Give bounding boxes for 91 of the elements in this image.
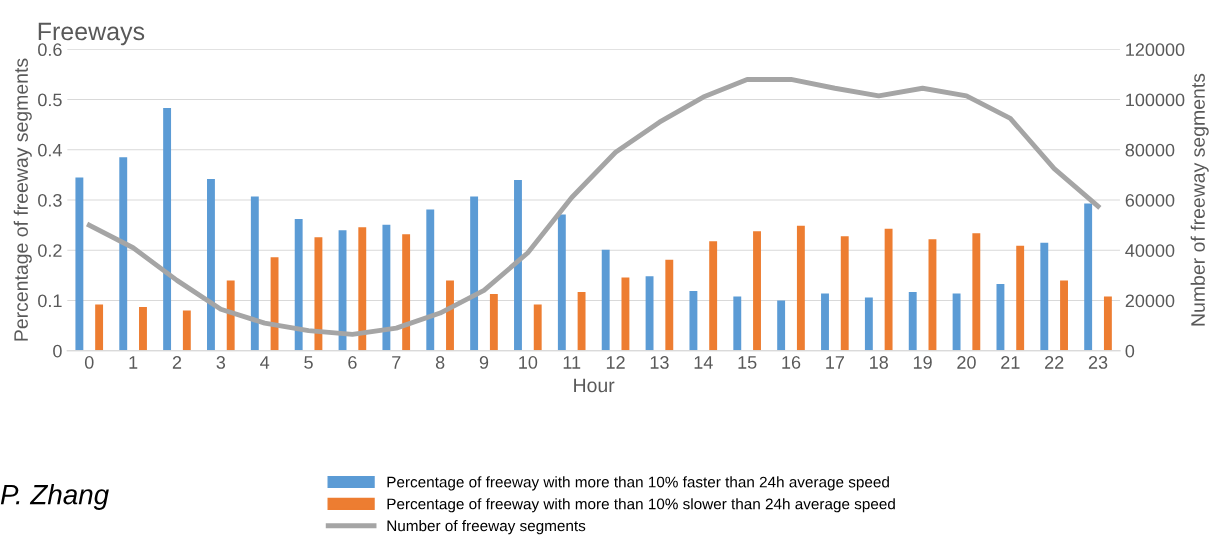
bar [226, 280, 235, 351]
x-tick-label: 12 [606, 356, 625, 369]
legend-label: Percentage of freeway with more than 10% faster than 24h average speed [387, 476, 889, 491]
bar [75, 177, 84, 351]
bar [972, 233, 981, 351]
bar [119, 157, 128, 351]
x-tick-label: 9 [479, 356, 489, 369]
bar [1060, 280, 1068, 351]
y2-tick-label: 80000 [1125, 143, 1175, 157]
bar [250, 196, 259, 351]
x-tick-label: 22 [1045, 356, 1064, 369]
bar [514, 179, 522, 351]
bar [182, 310, 191, 351]
x-tick-label: 7 [392, 356, 401, 369]
bar [996, 283, 1005, 351]
y2-tick-label: 40000 [1125, 244, 1175, 257]
bar [952, 293, 961, 351]
bar [139, 307, 147, 351]
bar [163, 108, 172, 351]
x-tick-label: 21 [1001, 356, 1020, 369]
x-tick-label: 17 [826, 356, 845, 369]
bar [489, 293, 498, 351]
bar [665, 259, 674, 351]
x-tick-label: 1 [129, 356, 138, 369]
bar [95, 304, 104, 351]
y2-tick-label: 60000 [1125, 193, 1175, 207]
x-tick-label: 19 [913, 356, 932, 369]
x-tick-label: 18 [870, 356, 888, 369]
bar [270, 257, 279, 351]
bar [1103, 296, 1112, 351]
y-tick-label: 0.1 [38, 294, 62, 308]
y-axis-title: Percentage of freeway segments [13, 58, 32, 341]
bar [796, 225, 805, 351]
bar [864, 297, 873, 351]
bar [840, 236, 849, 351]
x-tick-label: 15 [738, 356, 757, 369]
bar [777, 300, 786, 351]
bar [533, 304, 542, 351]
bar [382, 224, 391, 351]
y-tick-label: 0.2 [38, 244, 62, 257]
y2-tick-label: 100000 [1126, 93, 1185, 107]
bar [884, 228, 893, 351]
legend-label: Number of freeway segments [387, 520, 586, 535]
bar [621, 277, 630, 351]
x-tick-label: 6 [348, 356, 357, 369]
x-tick-label: 23 [1088, 356, 1108, 369]
x-tick-label: 0 [84, 356, 94, 369]
y2-tick-label: 120000 [1126, 43, 1185, 57]
y2-axis-title: Number of freeway segments [1190, 73, 1209, 326]
line-series [86, 77, 1101, 337]
bar [470, 196, 479, 351]
x-tick-label: 8 [435, 356, 445, 369]
x-tick-label: 2 [172, 356, 182, 369]
x-tick-label: 10 [519, 356, 538, 369]
bar [358, 227, 367, 351]
bar [207, 178, 215, 351]
x-tick-label: 3 [216, 356, 226, 369]
legend-label: Percentage of freeway with more than 10% slower than 24h average speed [387, 498, 895, 513]
x-tick-label: 5 [304, 356, 313, 369]
bar [402, 234, 411, 351]
bar [1016, 245, 1025, 351]
x-tick-label: 13 [650, 356, 669, 369]
x-tick-label: 4 [260, 356, 270, 369]
bar [733, 296, 742, 351]
bar [314, 237, 323, 351]
bar [1040, 242, 1049, 351]
x-axis-title: Hour [574, 378, 615, 393]
x-tick-label: 16 [782, 356, 801, 369]
bar [601, 249, 610, 351]
bar [709, 241, 718, 351]
text: P. Zhang [0, 484, 109, 510]
y-tick-label: 0.3 [38, 193, 62, 207]
bar [577, 291, 586, 351]
x-tick-label: 11 [563, 356, 581, 369]
y-tick-label: 0.5 [38, 93, 62, 107]
bar [1084, 203, 1093, 351]
bar [645, 276, 654, 351]
bar [821, 293, 829, 351]
x-tick-label: 20 [957, 356, 976, 369]
bar [426, 209, 435, 351]
y-tick-label: 0.4 [38, 143, 62, 157]
bar [908, 291, 917, 351]
y2-tick-label: 20000 [1125, 294, 1175, 308]
y-tick-label: 0 [53, 344, 62, 358]
bar [446, 280, 454, 351]
x-tick-label: 14 [694, 356, 713, 369]
bar [294, 219, 303, 351]
bar [557, 214, 566, 351]
bar [689, 290, 698, 351]
y2-tick-label: 0 [1125, 344, 1135, 358]
bar [753, 231, 761, 351]
